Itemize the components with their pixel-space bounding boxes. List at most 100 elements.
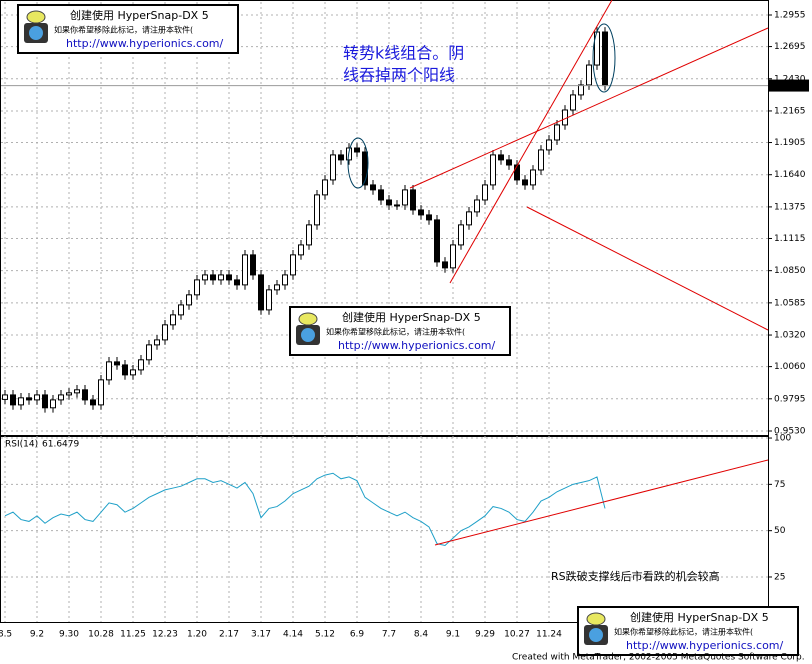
candle-body — [178, 304, 184, 316]
x-tick-label: 11.25 — [120, 630, 146, 640]
highlight-ellipse — [347, 137, 369, 189]
candle-body — [146, 344, 152, 361]
candle-body — [450, 244, 456, 269]
watermark-title: 创建使用 HyperSnap-DX 5 — [342, 310, 481, 324]
candle-body — [546, 139, 552, 151]
candle-body — [66, 392, 72, 396]
candle-body — [58, 394, 64, 401]
watermark-note: 如果你希望移除此标记，请注册本软件( — [54, 25, 193, 35]
x-tick-label: 9.1 — [446, 630, 460, 640]
x-tick-label: 8.5 — [0, 630, 12, 640]
candle-body — [602, 31, 608, 87]
annotation: RS跌破支撑线后市看跌的机会较高 — [551, 569, 720, 583]
candle-body — [18, 397, 24, 406]
y-tick-label: 75 — [774, 480, 785, 490]
watermark-url: http://www.hyperionics.com/ — [338, 339, 496, 352]
candle-body — [170, 314, 176, 326]
x-tick-label: 10.27 — [504, 630, 530, 640]
watermark-url: http://www.hyperionics.com/ — [626, 639, 784, 652]
candle-body — [322, 179, 328, 196]
candle-body — [202, 274, 208, 281]
y-tick-label: 1.0850 — [774, 266, 806, 276]
candle-body — [218, 274, 224, 281]
candle-body — [330, 154, 336, 181]
y-tick-label: 0.9795 — [774, 394, 806, 404]
annotation: 线吞掉两个阳线 — [343, 66, 455, 85]
candle-body — [154, 339, 160, 346]
candle-body — [554, 124, 560, 141]
y-tick-label: 1.2955 — [774, 10, 806, 20]
candle-body — [298, 244, 304, 256]
y-tick-label: 1.2430 — [774, 74, 806, 84]
candle-body — [114, 361, 120, 366]
candle-body — [490, 154, 496, 186]
candle-body — [50, 399, 56, 409]
candle-body — [498, 154, 504, 161]
candle-body — [234, 279, 240, 286]
candle-body — [466, 211, 472, 226]
candle-body — [386, 199, 392, 206]
candle-body — [314, 194, 320, 226]
y-tick-label: 1.2695 — [774, 42, 806, 52]
watermark-box — [289, 306, 511, 356]
candle-body — [506, 159, 512, 166]
x-tick-label: 12.23 — [152, 630, 178, 640]
y-tick-label: 1.1375 — [774, 202, 806, 212]
candle-body — [10, 394, 16, 406]
candle-body — [514, 164, 520, 181]
x-tick-label: 8.4 — [414, 630, 429, 640]
watermark: 创建使用 HyperSnap-DX 5 如果你希望移除此标记，请注册本软件( htt… — [17, 4, 239, 54]
camera-badge — [586, 612, 606, 626]
candle-body — [90, 399, 96, 406]
candle-body — [586, 64, 592, 86]
candle-body — [458, 224, 464, 246]
candle-body — [282, 274, 288, 286]
watermark-box — [17, 4, 239, 54]
x-tick-label: 7.7 — [382, 630, 396, 640]
candle-body — [242, 254, 248, 286]
x-tick-label: 3.17 — [251, 630, 271, 640]
y-tick-label: 1.0320 — [774, 331, 806, 341]
y-tick-label: 1.0060 — [774, 362, 806, 372]
candle-body — [306, 224, 312, 246]
price-panel — [0, 0, 769, 436]
watermark-title: 创建使用 HyperSnap-DX 5 — [70, 8, 209, 22]
candle-body — [226, 274, 232, 281]
rsi-panel — [0, 436, 769, 623]
candle-body — [394, 204, 400, 207]
highlight-ellipse — [592, 23, 616, 93]
x-tick-label: 9.2 — [30, 630, 44, 640]
candle-body — [210, 274, 216, 281]
x-tick-label: 5.12 — [315, 630, 335, 640]
candle-body — [290, 254, 296, 276]
x-tick-label: 6.9 — [350, 630, 365, 640]
current-price-label: 1.2374 — [774, 81, 806, 91]
x-tick-label: 9.29 — [475, 630, 495, 640]
watermark: 创建使用 HyperSnap-DX 5 如果你希望移除此标记，请注册本软件(htt… — [577, 606, 799, 656]
candle-body — [338, 154, 344, 161]
candle-body — [2, 394, 8, 400]
x-tick-label: 9.30 — [59, 630, 79, 640]
candle-body — [106, 361, 112, 381]
y-tick-label: 1.1115 — [774, 234, 806, 244]
y-tick-label: 1.0585 — [774, 298, 806, 308]
candle-body — [138, 359, 144, 371]
candle-body — [186, 294, 192, 306]
candle-body — [258, 274, 264, 311]
y-tick-label: 1.2165 — [774, 106, 806, 116]
trendline — [449, 0, 613, 284]
candle-body — [98, 379, 104, 406]
watermark-url: http://www.hyperionics.com/ — [66, 37, 224, 50]
candle-body — [530, 169, 536, 186]
trendline — [434, 459, 769, 546]
y-tick-label: 0.9530 — [774, 426, 806, 436]
watermark-note: 如果你希望移除此标记，请注册本软件( — [326, 327, 465, 337]
candle-body — [162, 324, 168, 341]
y-tick-label: 50 — [774, 526, 786, 536]
x-tick-label: 2.17 — [219, 630, 239, 640]
candle-body — [410, 189, 416, 211]
candle-body — [522, 179, 528, 186]
x-tick-label: 10.28 — [88, 630, 114, 640]
trendline — [409, 27, 769, 189]
